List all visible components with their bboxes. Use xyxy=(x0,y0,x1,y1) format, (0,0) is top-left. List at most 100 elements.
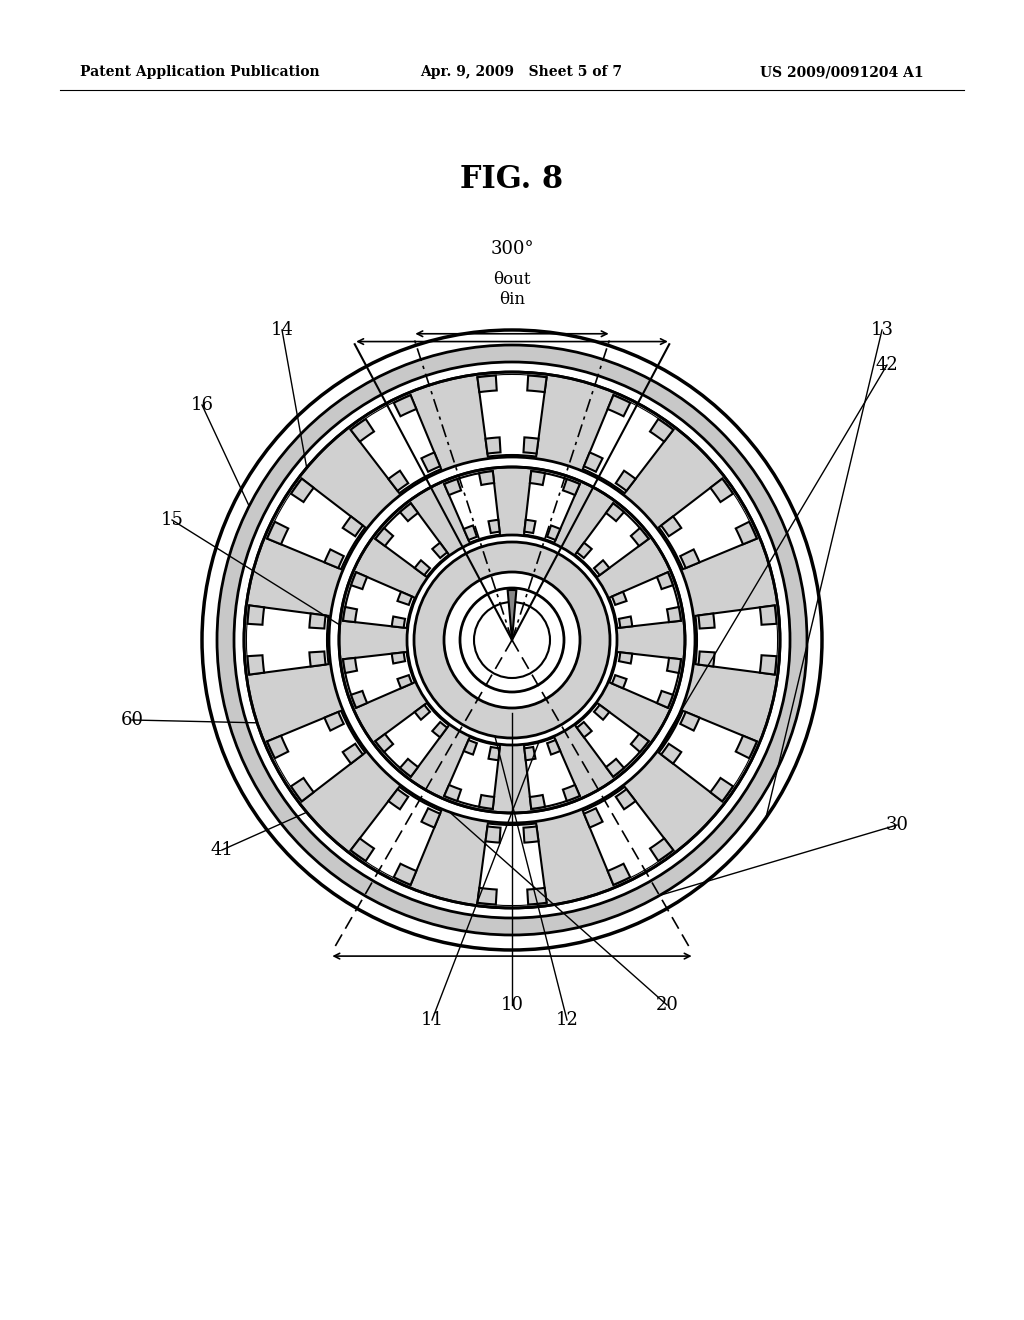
Wedge shape xyxy=(577,722,592,738)
Wedge shape xyxy=(267,479,366,569)
Circle shape xyxy=(244,372,780,908)
Wedge shape xyxy=(415,560,430,576)
Circle shape xyxy=(339,467,685,813)
Wedge shape xyxy=(444,737,500,809)
Wedge shape xyxy=(291,479,313,502)
Text: Apr. 9, 2009   Sheet 5 of 7: Apr. 9, 2009 Sheet 5 of 7 xyxy=(420,65,622,79)
Text: 20: 20 xyxy=(655,997,679,1014)
Wedge shape xyxy=(388,471,409,491)
Wedge shape xyxy=(527,888,547,904)
Wedge shape xyxy=(609,652,681,708)
Circle shape xyxy=(414,543,610,738)
Wedge shape xyxy=(577,543,592,558)
Wedge shape xyxy=(444,471,500,543)
Wedge shape xyxy=(388,453,440,491)
Text: 300°: 300° xyxy=(490,240,534,257)
Wedge shape xyxy=(392,652,406,664)
Wedge shape xyxy=(267,710,366,801)
Wedge shape xyxy=(464,525,477,540)
Wedge shape xyxy=(325,711,362,763)
Wedge shape xyxy=(658,710,757,801)
Wedge shape xyxy=(667,657,681,673)
Wedge shape xyxy=(247,606,329,675)
Wedge shape xyxy=(575,503,648,577)
Wedge shape xyxy=(343,516,362,536)
Wedge shape xyxy=(698,652,715,667)
Wedge shape xyxy=(656,572,673,589)
Wedge shape xyxy=(607,395,630,416)
Wedge shape xyxy=(547,741,560,755)
Wedge shape xyxy=(350,838,374,861)
Wedge shape xyxy=(422,808,440,828)
Wedge shape xyxy=(711,777,733,801)
Text: θin: θin xyxy=(499,290,525,308)
Wedge shape xyxy=(351,572,368,589)
Text: 30: 30 xyxy=(886,816,908,834)
Text: 15: 15 xyxy=(161,511,183,529)
Wedge shape xyxy=(415,705,430,719)
Wedge shape xyxy=(350,838,417,884)
Wedge shape xyxy=(376,704,449,776)
Text: 10: 10 xyxy=(501,997,523,1014)
Wedge shape xyxy=(350,787,441,884)
Wedge shape xyxy=(584,789,636,828)
Wedge shape xyxy=(432,543,447,558)
Wedge shape xyxy=(479,471,495,484)
Wedge shape xyxy=(615,789,636,809)
Wedge shape xyxy=(477,888,497,904)
Text: FIG. 8: FIG. 8 xyxy=(461,165,563,195)
Wedge shape xyxy=(662,516,699,568)
Wedge shape xyxy=(563,479,580,495)
Wedge shape xyxy=(650,418,674,442)
Wedge shape xyxy=(524,520,536,533)
Wedge shape xyxy=(267,735,289,758)
Wedge shape xyxy=(618,652,632,664)
Wedge shape xyxy=(584,453,602,471)
Wedge shape xyxy=(662,516,681,536)
Wedge shape xyxy=(488,520,500,533)
Text: Patent Application Publication: Patent Application Publication xyxy=(80,65,319,79)
Text: 41: 41 xyxy=(211,841,233,859)
Wedge shape xyxy=(343,607,357,622)
Wedge shape xyxy=(760,606,776,624)
Wedge shape xyxy=(523,437,539,454)
Circle shape xyxy=(460,587,564,692)
Wedge shape xyxy=(607,395,674,442)
Circle shape xyxy=(474,602,550,678)
Wedge shape xyxy=(325,711,344,730)
Wedge shape xyxy=(394,395,417,416)
Wedge shape xyxy=(267,479,313,544)
Wedge shape xyxy=(400,759,418,776)
Wedge shape xyxy=(575,704,648,776)
Wedge shape xyxy=(662,743,681,763)
Wedge shape xyxy=(618,616,632,628)
Wedge shape xyxy=(350,418,374,442)
Wedge shape xyxy=(698,614,715,667)
Wedge shape xyxy=(343,743,362,763)
Text: US 2009/0091204 A1: US 2009/0091204 A1 xyxy=(760,65,924,79)
Wedge shape xyxy=(711,735,757,801)
Wedge shape xyxy=(680,549,699,568)
Text: θout: θout xyxy=(494,271,530,288)
Wedge shape xyxy=(488,747,500,760)
Wedge shape xyxy=(343,572,415,628)
Text: 60: 60 xyxy=(121,711,143,729)
Wedge shape xyxy=(343,652,415,708)
Text: 16: 16 xyxy=(190,396,213,414)
Wedge shape xyxy=(309,614,326,628)
Wedge shape xyxy=(247,606,264,675)
Wedge shape xyxy=(477,375,547,392)
Wedge shape xyxy=(656,690,673,708)
Wedge shape xyxy=(397,675,412,688)
Circle shape xyxy=(329,457,695,822)
Wedge shape xyxy=(760,606,777,675)
Wedge shape xyxy=(583,395,674,494)
Wedge shape xyxy=(612,591,627,605)
Wedge shape xyxy=(607,863,630,884)
Wedge shape xyxy=(529,471,545,484)
Wedge shape xyxy=(309,652,326,667)
Wedge shape xyxy=(612,675,627,688)
Wedge shape xyxy=(667,607,681,622)
Wedge shape xyxy=(527,375,547,392)
Wedge shape xyxy=(606,759,624,776)
